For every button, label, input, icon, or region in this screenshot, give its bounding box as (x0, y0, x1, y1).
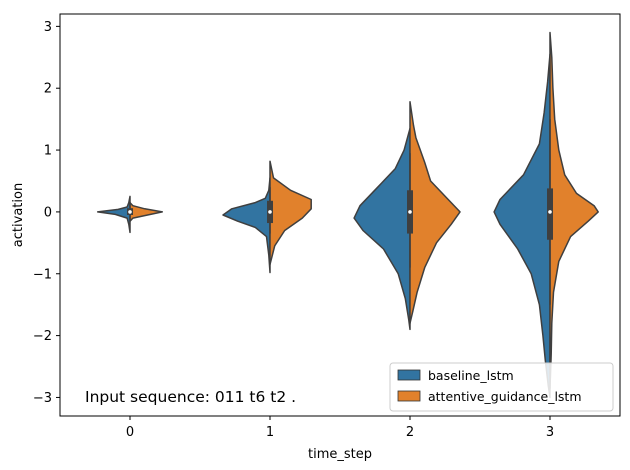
inner-box-layer (127, 119, 553, 305)
y-tick-label: −1 (33, 267, 52, 282)
violins-layer (96, 31, 599, 399)
legend-swatch-attentive-guidance (397, 390, 421, 402)
plot-frame (59, 13, 621, 417)
y-axis-label: activation (11, 183, 26, 247)
y-tick-label: 1 (44, 144, 52, 159)
y-tick-label: 3 (44, 20, 52, 35)
legend: baseline_lstm attentive_guidance_lstm (389, 362, 614, 412)
x-tick-label: 3 (546, 425, 554, 440)
violin-half-baseline-lstm-1 (222, 177, 271, 274)
x-axis-label: time_step (308, 447, 372, 462)
box-median (128, 210, 132, 214)
x-tick-label: 2 (406, 425, 414, 440)
violin-half-attentive-guidance-lstm-3 (549, 31, 599, 389)
box-median (548, 210, 552, 214)
y-tick-label: 2 (44, 82, 52, 97)
box-median (268, 210, 272, 214)
legend-label-attentive-guidance: attentive_guidance_lstm (428, 389, 582, 404)
y-axis: −3 −2 −1 0 1 2 3 (33, 20, 60, 406)
violin-half-baseline-lstm-3 (493, 53, 551, 399)
x-tick-label: 1 (266, 425, 274, 440)
input-sequence-annotation: Input sequence: 011 t6 t2 . (85, 388, 296, 406)
y-tick-label: 0 (44, 205, 52, 220)
box-iqr (547, 188, 553, 240)
box-median (408, 210, 412, 214)
violin-half-baseline-lstm-2 (353, 127, 411, 331)
violin-half-attentive-guidance-lstm-2 (409, 101, 461, 324)
violin-half-attentive-guidance-lstm-1 (269, 160, 312, 266)
y-tick-label: −2 (33, 329, 52, 344)
legend-swatch-baseline (397, 369, 421, 381)
violin-half-attentive-guidance-lstm-0 (129, 201, 164, 222)
y-tick-label: −3 (33, 391, 52, 406)
violin-half-baseline-lstm-0 (96, 195, 131, 234)
legend-box (389, 362, 614, 412)
x-tick-label: 0 (126, 425, 134, 440)
legend-label-baseline: baseline_lstm (428, 368, 514, 383)
x-axis: 0 1 2 3 (126, 416, 554, 440)
